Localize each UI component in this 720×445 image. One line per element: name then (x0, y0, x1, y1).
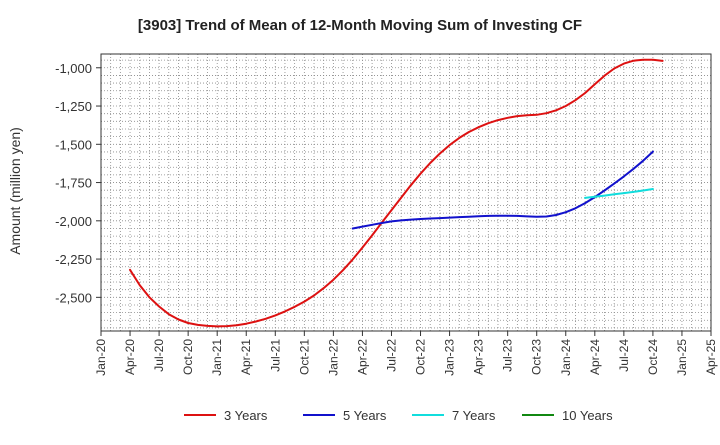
legend-label: 3 Years (224, 408, 268, 423)
axes: -1,000 -1,250 -1,500 -1,750 -2,000 -2,250 -2,5… (55, 53, 718, 376)
x-tick-label: Jul-21 (268, 339, 282, 372)
y-tick-label: -2,500 (55, 290, 92, 305)
legend-label: 5 Years (343, 408, 387, 423)
x-tick-label: Apr-25 (704, 339, 718, 375)
y-tick-label: -1,250 (55, 99, 92, 114)
y-tick-label: -1,750 (55, 176, 92, 191)
x-tick-label: Jan-23 (443, 339, 457, 376)
x-tick-label: Oct-21 (297, 339, 311, 375)
x-tick-label: Oct-24 (646, 339, 660, 375)
x-tick-label: Jul-24 (617, 339, 631, 372)
x-tick-label: Apr-22 (355, 339, 369, 375)
x-tick-label: Jan-20 (94, 339, 108, 376)
x-tick-label: Oct-20 (181, 339, 195, 375)
x-tick-label: Jul-23 (501, 339, 515, 372)
grid-lines (101, 54, 711, 331)
x-tick-label: Jul-20 (152, 339, 166, 372)
chart-title: [3903] Trend of Mean of 12-Month Moving … (138, 17, 582, 34)
plot-frame (100, 53, 712, 332)
y-tick-label: -1,000 (55, 61, 92, 76)
y-axis-label: Amount (million yen) (7, 127, 23, 255)
y-tick-label: -1,500 (55, 137, 92, 152)
x-tick-label: Jan-24 (559, 339, 573, 376)
x-tick-label: Oct-22 (414, 339, 428, 375)
legend: 3 Years 5 Years 7 Years 10 Years (184, 408, 613, 423)
legend-label: 10 Years (562, 408, 613, 423)
x-tick-label: Jan-25 (675, 339, 689, 376)
x-tick-label: Apr-23 (472, 339, 486, 375)
x-tick-label: Oct-23 (530, 339, 544, 375)
x-tick-label: Jul-22 (384, 339, 398, 372)
x-tick-label: Apr-20 (123, 339, 137, 375)
y-tick-label: -2,250 (55, 252, 92, 267)
x-tick-label: Jan-22 (326, 339, 340, 376)
series-line-5-years (351, 150, 654, 230)
x-tick-label: Jan-21 (210, 339, 224, 376)
series-lines (129, 58, 664, 328)
y-tick-label: -2,000 (55, 214, 92, 229)
x-tick-label: Apr-21 (239, 339, 253, 375)
series-line-7-years (584, 188, 654, 199)
x-tick-label: Apr-24 (588, 339, 602, 375)
series-line-3-years (129, 58, 664, 328)
legend-label: 7 Years (452, 408, 496, 423)
